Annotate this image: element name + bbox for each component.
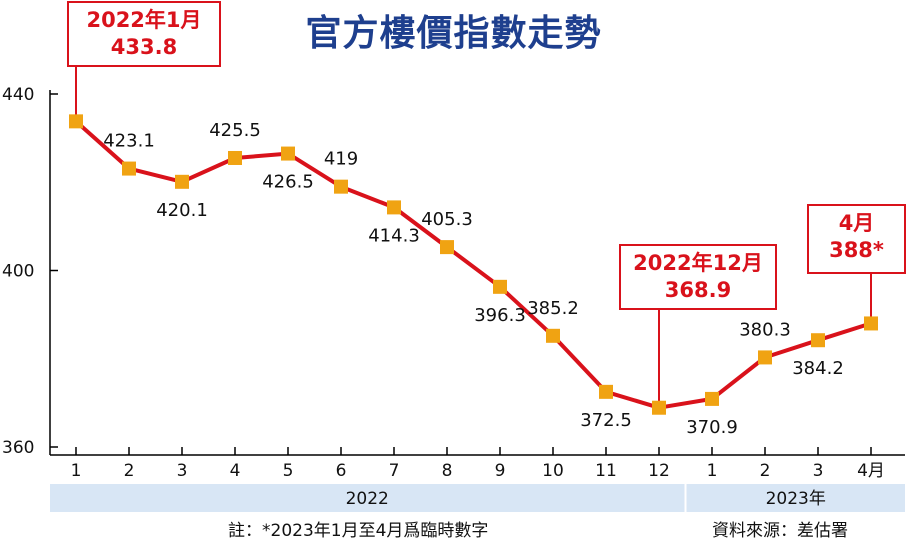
data-point (69, 114, 83, 129)
x-tick-label: 8 (442, 461, 453, 481)
x-tick-label: 4月 (857, 461, 885, 481)
data-point (228, 150, 242, 165)
x-tick-label: 5 (283, 461, 294, 481)
data-point (281, 146, 295, 161)
data-label: 396.3 (474, 305, 526, 326)
x-tick-label: 3 (177, 461, 188, 481)
callout-box (67, 1, 221, 67)
data-point (864, 316, 878, 331)
x-tick-label: 10 (542, 461, 564, 481)
data-point (440, 240, 454, 255)
year-band (686, 484, 905, 512)
data-point (599, 384, 613, 399)
callout-text: 4月 (839, 211, 875, 235)
data-point (705, 391, 719, 406)
data-label: 405.3 (421, 209, 473, 230)
callout-text: 388* (829, 238, 884, 262)
data-point (493, 279, 507, 294)
year-label: 2023年 (766, 489, 826, 509)
source-note: 資料來源：差估署 (712, 521, 848, 541)
x-tick-label: 2 (124, 461, 135, 481)
data-label: 385.2 (527, 298, 579, 319)
x-tick-label: 7 (389, 461, 400, 481)
data-point (758, 350, 772, 365)
data-label: 384.2 (792, 358, 844, 379)
data-point (652, 400, 666, 415)
data-point (546, 328, 560, 343)
year-band (50, 484, 685, 512)
data-point (122, 161, 136, 176)
data-label: 370.9 (686, 417, 738, 438)
data-label: 423.1 (103, 131, 155, 152)
data-label: 426.5 (262, 172, 314, 193)
callout-text: 433.8 (111, 35, 177, 59)
footnote: 註：*2023年1月至4月爲臨時數字 (228, 521, 489, 541)
data-point (334, 179, 348, 194)
callout-text: 368.9 (665, 278, 731, 302)
x-tick-label: 12 (648, 461, 670, 481)
y-tick-label: 400 (2, 262, 34, 282)
x-tick-label: 4 (230, 461, 241, 481)
data-label: 425.5 (209, 120, 261, 141)
x-tick-label: 1 (707, 461, 718, 481)
x-tick-label: 3 (813, 461, 824, 481)
data-point (387, 200, 401, 215)
data-label: 419 (324, 149, 358, 170)
y-tick-label: 360 (2, 438, 34, 458)
x-tick-label: 6 (336, 461, 347, 481)
x-tick-label: 1 (71, 461, 82, 481)
data-label: 414.3 (368, 225, 420, 246)
data-point (811, 333, 825, 348)
callout-box (619, 244, 777, 310)
callout-text: 2022年1月 (86, 8, 201, 32)
data-point (175, 174, 189, 189)
x-tick-label: 9 (495, 461, 506, 481)
callout-box (807, 204, 906, 274)
chart-title: 官方樓價指數走勢 (305, 13, 602, 54)
data-label: 420.1 (156, 200, 208, 221)
callout-text: 2022年12月 (633, 251, 763, 275)
x-tick-label: 2 (760, 461, 771, 481)
data-label: 380.3 (739, 319, 791, 340)
x-tick-label: 11 (595, 461, 617, 481)
series-line (74, 119, 872, 410)
y-tick-label: 440 (2, 85, 34, 105)
year-label: 2022 (346, 489, 389, 509)
data-label: 372.5 (580, 410, 632, 431)
